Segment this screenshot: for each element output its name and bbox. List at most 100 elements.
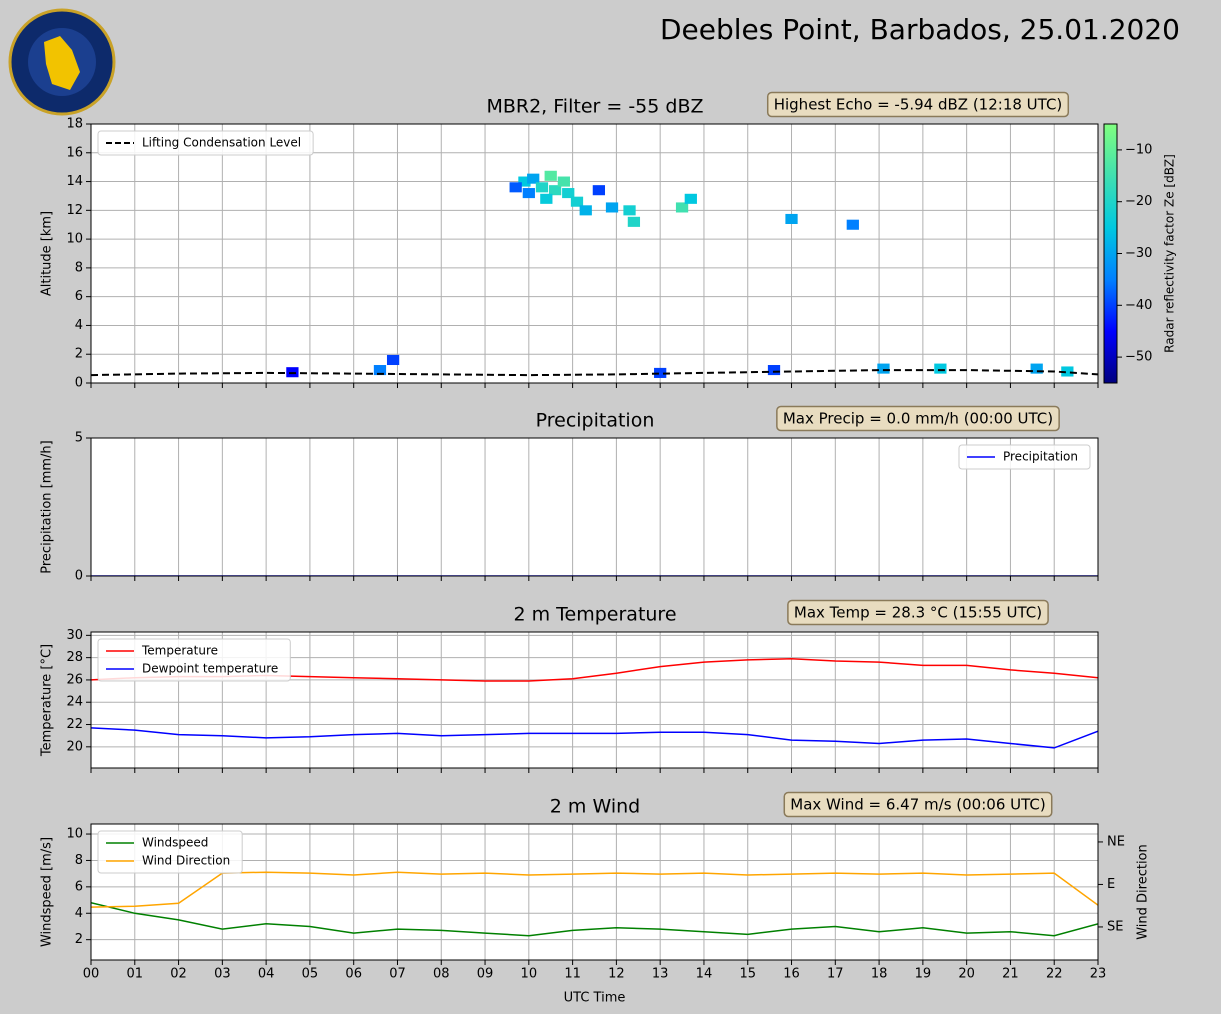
y-tick-label: 20 xyxy=(66,739,83,754)
legend: Lifting Condensation Level xyxy=(98,131,313,155)
echo-cell xyxy=(934,364,946,374)
x-tick-label: 04 xyxy=(258,967,275,982)
figure-title: Deebles Point, Barbados, 25.01.2020 xyxy=(660,13,1180,46)
x-tick-label: 09 xyxy=(477,967,494,982)
y-tick-label: 4 xyxy=(75,906,83,921)
echo-cell xyxy=(545,171,557,181)
echo-cell xyxy=(540,194,552,204)
x-tick-label: 22 xyxy=(1046,967,1063,982)
echo-cell xyxy=(768,365,780,375)
y-tick-label: 0 xyxy=(75,569,83,584)
echo-cell xyxy=(628,217,640,227)
x-tick-label: 03 xyxy=(214,967,231,982)
plot-area xyxy=(91,124,1098,383)
x-tick-label: 02 xyxy=(170,967,187,982)
y-tick-label: 2 xyxy=(75,347,83,362)
x-tick-label: 13 xyxy=(652,967,669,982)
panel-title: Precipitation xyxy=(536,410,655,432)
x-tick-label: 01 xyxy=(127,967,144,982)
panel-title: 2 m Wind xyxy=(550,796,640,818)
echo-cell xyxy=(877,364,889,374)
x-tick-label: 05 xyxy=(302,967,319,982)
legend: Precipitation xyxy=(959,445,1090,469)
y-tick-label: 14 xyxy=(66,174,83,189)
y-axis-label: Temperature [°C] xyxy=(40,644,55,757)
echo-cell xyxy=(847,220,859,230)
echo-cell xyxy=(549,185,561,195)
y2-tick-label: E xyxy=(1107,877,1115,892)
x-tick-label: 07 xyxy=(389,967,406,982)
x-axis-label: UTC Time xyxy=(564,991,626,1006)
x-tick-label: 11 xyxy=(564,967,581,982)
x-tick-label: 00 xyxy=(83,967,100,982)
y-tick-label: 24 xyxy=(66,695,83,710)
echo-cell xyxy=(580,205,592,215)
x-tick-label: 18 xyxy=(871,967,888,982)
x-tick-label: 21 xyxy=(1002,967,1019,982)
legend-label: Precipitation xyxy=(1003,450,1078,464)
echo-cell xyxy=(593,185,605,195)
y-tick-label: 8 xyxy=(75,260,83,275)
x-tick-label: 12 xyxy=(608,967,625,982)
colorbar-tick-label: −50 xyxy=(1125,350,1152,365)
y-tick-label: 2 xyxy=(75,932,83,947)
x-tick-label: 17 xyxy=(827,967,844,982)
y2-tick-label: SE xyxy=(1107,919,1123,934)
x-tick-label: 16 xyxy=(783,967,800,982)
y2-tick-label: NE xyxy=(1107,834,1125,849)
y-axis-label: Windspeed [m/s] xyxy=(40,837,55,947)
colorbar xyxy=(1104,124,1117,383)
x-tick-label: 14 xyxy=(696,967,713,982)
x-tick-label: 19 xyxy=(915,967,932,982)
echo-cell xyxy=(606,202,618,212)
annotation: Max Wind = 6.47 m/s (00:06 UTC) xyxy=(790,796,1045,814)
annotation: Max Temp = 28.3 °C (15:55 UTC) xyxy=(794,604,1042,622)
legend-label: Dewpoint temperature xyxy=(142,662,278,676)
y-tick-label: 28 xyxy=(66,650,83,665)
y-tick-label: 26 xyxy=(66,672,83,687)
legend: Temperature Dewpoint temperature xyxy=(98,639,290,681)
legend-label: Wind Direction xyxy=(142,854,230,868)
y-tick-label: 5 xyxy=(75,431,83,446)
legend-label: Lifting Condensation Level xyxy=(142,136,301,150)
panel-title: MBR2, Filter = -55 dBZ xyxy=(486,96,703,118)
y-axis-label: Altitude [km] xyxy=(40,211,55,296)
legend-label: Windspeed xyxy=(142,836,208,850)
echo-cell xyxy=(387,355,399,365)
y-axis-label: Precipitation [mm/h] xyxy=(40,440,55,573)
echo-cell xyxy=(527,174,539,184)
legend: Windspeed Wind Direction xyxy=(98,831,242,873)
page: Deebles Point, Barbados, 25.01.2020 0246… xyxy=(0,0,1221,1014)
y-tick-label: 10 xyxy=(66,232,83,247)
y-tick-label: 4 xyxy=(75,318,83,333)
colorbar-tick-label: −20 xyxy=(1125,194,1152,209)
y-tick-label: 18 xyxy=(66,117,83,132)
y-tick-label: 22 xyxy=(66,717,83,732)
y-tick-label: 0 xyxy=(75,376,83,391)
figure: Deebles Point, Barbados, 25.01.2020 0246… xyxy=(0,0,1221,1014)
echo-cell xyxy=(623,205,635,215)
colorbar-tick-label: −40 xyxy=(1125,298,1152,313)
echo-cell xyxy=(510,182,522,192)
y-tick-label: 10 xyxy=(66,827,83,842)
x-tick-label: 08 xyxy=(433,967,450,982)
legend-label: Temperature xyxy=(141,644,218,658)
colorbar-tick-label: −30 xyxy=(1125,246,1152,261)
y-tick-label: 12 xyxy=(66,203,83,218)
x-tick-label: 23 xyxy=(1090,967,1107,982)
echo-cell xyxy=(685,194,697,204)
echo-cell xyxy=(785,214,797,224)
annotation: Highest Echo = -5.94 dBZ (12:18 UTC) xyxy=(774,96,1063,114)
x-tick-label: 06 xyxy=(345,967,362,982)
echo-cell xyxy=(523,188,535,198)
echo-cell xyxy=(676,202,688,212)
y-tick-label: 6 xyxy=(75,289,83,304)
colorbar-tick-label: −10 xyxy=(1125,142,1152,157)
echo-cell xyxy=(558,177,570,187)
echo-cell xyxy=(562,188,574,198)
y-tick-label: 16 xyxy=(66,145,83,160)
y-tick-label: 30 xyxy=(66,628,83,643)
x-tick-label: 10 xyxy=(521,967,538,982)
plot-area xyxy=(91,438,1098,576)
colorbar-label: Radar reflectivity factor Ze [dBZ] xyxy=(1163,154,1177,353)
